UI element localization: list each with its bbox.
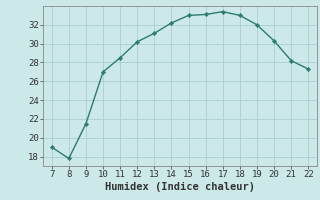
X-axis label: Humidex (Indice chaleur): Humidex (Indice chaleur)	[105, 182, 255, 192]
